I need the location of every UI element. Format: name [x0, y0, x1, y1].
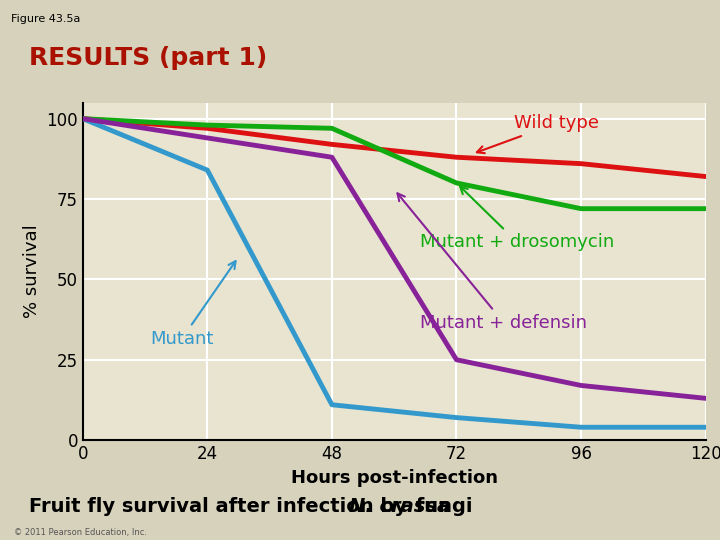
Text: N. crassa: N. crassa — [349, 497, 450, 516]
Text: Fruit fly survival after infection by: Fruit fly survival after infection by — [29, 497, 413, 516]
Text: RESULTS (part 1): RESULTS (part 1) — [29, 46, 267, 70]
X-axis label: Hours post-infection: Hours post-infection — [291, 469, 498, 487]
Y-axis label: % survival: % survival — [23, 225, 41, 318]
Text: Wild type: Wild type — [477, 114, 598, 153]
Text: © 2011 Pearson Education, Inc.: © 2011 Pearson Education, Inc. — [14, 528, 148, 537]
Text: fungi: fungi — [409, 497, 472, 516]
Text: Figure 43.5a: Figure 43.5a — [11, 14, 80, 24]
Text: Mutant + drosomycin: Mutant + drosomycin — [420, 186, 614, 251]
Text: Mutant + defensin: Mutant + defensin — [397, 193, 587, 332]
Text: Mutant: Mutant — [150, 261, 235, 348]
